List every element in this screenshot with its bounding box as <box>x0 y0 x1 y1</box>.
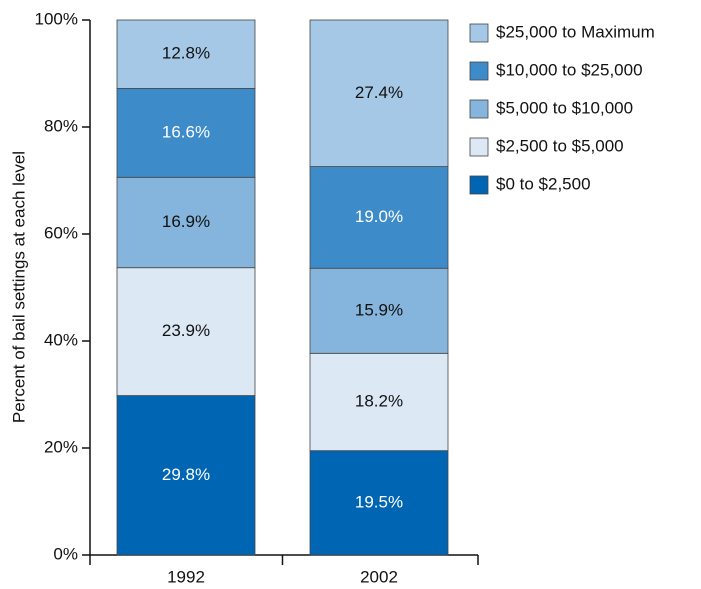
legend-label: $25,000 to Maximum <box>496 22 655 41</box>
y-tick-label: 100% <box>35 9 78 28</box>
legend-swatch <box>469 99 489 119</box>
legend-swatch <box>469 137 489 157</box>
legend-label: $5,000 to $10,000 <box>496 98 633 117</box>
x-tick-label: 2002 <box>360 567 398 586</box>
data-label: 12.8% <box>162 44 210 63</box>
data-label: 29.8% <box>162 465 210 484</box>
legend-label: $2,500 to $5,000 <box>496 136 624 155</box>
bar-segment <box>116 88 256 178</box>
y-axis-label: Percent of bail settings at each level <box>9 151 28 423</box>
data-label: 27.4% <box>355 83 403 102</box>
y-tick-label: 80% <box>44 116 78 135</box>
y-tick-label: 20% <box>44 437 78 456</box>
data-label: 19.0% <box>355 207 403 226</box>
bar-segment <box>309 352 449 452</box>
data-label: 18.2% <box>355 391 403 410</box>
x-tick-label: 1992 <box>167 567 205 586</box>
legend-swatch <box>469 61 489 81</box>
bar-segment <box>116 176 256 269</box>
bar-segment <box>116 19 256 89</box>
bar-segment <box>309 450 449 556</box>
legend-label: $10,000 to $25,000 <box>496 60 643 79</box>
bar-segment <box>309 267 449 354</box>
data-label: 23.9% <box>162 321 210 340</box>
legend-label: $0 to $2,500 <box>496 174 591 193</box>
data-label: 19.5% <box>355 492 403 511</box>
data-label: 16.6% <box>162 122 210 141</box>
legend-swatch <box>469 175 489 195</box>
y-tick-label: 0% <box>53 544 78 563</box>
y-tick-label: 60% <box>44 223 78 242</box>
bar-segment <box>116 267 256 396</box>
y-tick-label: 40% <box>44 330 78 349</box>
data-label: 16.9% <box>162 212 210 231</box>
data-label: 15.9% <box>355 300 403 319</box>
legend-swatch <box>469 23 489 43</box>
bar-segment <box>309 19 449 167</box>
bar-segment <box>116 395 256 556</box>
bar-segment <box>309 166 449 269</box>
